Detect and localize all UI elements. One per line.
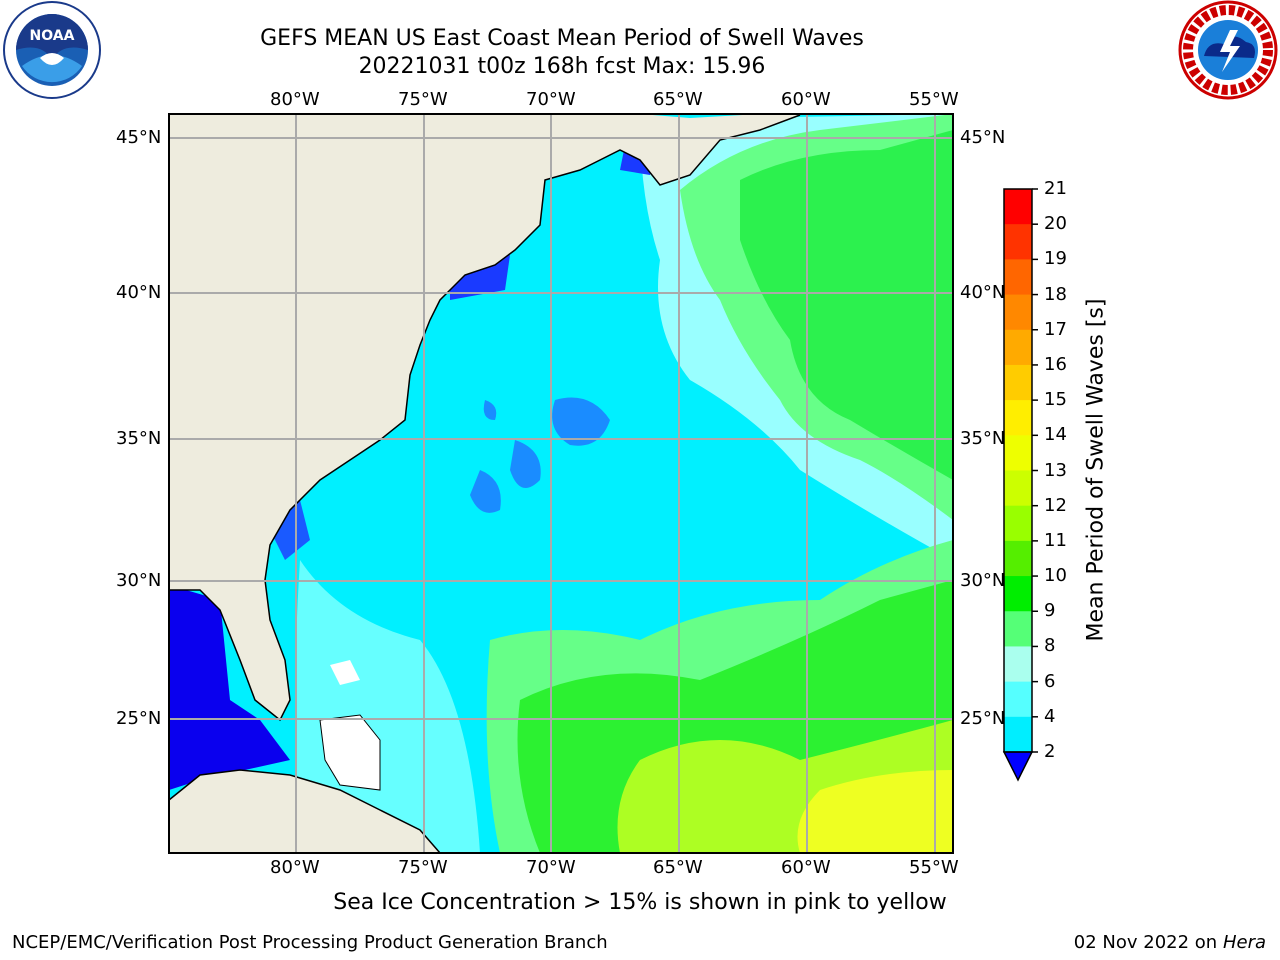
lat-label-left-45n: 45°N xyxy=(116,127,162,148)
colorbar-tick-label: 20 xyxy=(1044,213,1067,235)
sea-ice-note: Sea Ice Concentration > 15% is shown in … xyxy=(333,890,947,915)
colorbar-tick-label: 8 xyxy=(1044,635,1056,657)
colorbar-segment xyxy=(1004,681,1032,718)
colorbar-tick-label: 21 xyxy=(1044,178,1067,199)
colorbar-tick-label: 9 xyxy=(1044,600,1056,622)
lat-label-left-25n: 25°N xyxy=(116,708,162,729)
colorbar-tick-label: 13 xyxy=(1044,459,1067,481)
lat-label-left-35n: 35°N xyxy=(116,428,162,449)
lon-label-top-70w: 70°W xyxy=(526,89,576,110)
colorbar-segment xyxy=(1004,364,1032,401)
lon-label-top-60w: 60°W xyxy=(781,89,831,110)
lat-label-right-25n: 25°N xyxy=(960,708,1006,729)
colorbar-segment xyxy=(1004,259,1032,296)
date-stamp: 02 Nov 2022 on Hera xyxy=(1074,932,1266,953)
colorbar-tick-label: 17 xyxy=(1044,318,1067,340)
lon-label-top-65w: 65°W xyxy=(653,89,703,110)
lat-label-left-40n: 40°N xyxy=(116,282,162,303)
colorbar-tick-label: 15 xyxy=(1044,389,1067,411)
lon-label-top-75w: 75°W xyxy=(398,89,448,110)
lat-label-right-45n: 45°N xyxy=(960,127,1006,148)
colorbar-segment xyxy=(1004,716,1032,753)
colorbar-segment xyxy=(1004,505,1032,542)
colorbar-segment xyxy=(1004,576,1032,612)
colorbar-tick-label: 18 xyxy=(1044,283,1067,305)
colorbar-segment xyxy=(1004,611,1032,647)
colorbar-extend-triangle xyxy=(1002,751,1034,782)
colorbar-segment xyxy=(1004,646,1032,683)
colorbar-tick-label: 6 xyxy=(1044,670,1056,692)
colorbar-tick-label: 19 xyxy=(1044,248,1067,270)
host-name: Hera xyxy=(1222,932,1266,953)
colorbar-segment xyxy=(1004,540,1032,577)
lon-label-bottom-65w: 65°W xyxy=(653,857,703,878)
national-weather-service-logo xyxy=(1178,0,1278,100)
colorbar-tick-label: 11 xyxy=(1044,529,1067,551)
swell-period-field xyxy=(169,114,953,853)
lon-label-bottom-75w: 75°W xyxy=(398,857,448,878)
colorbar-tick-label: 4 xyxy=(1044,705,1056,727)
colorbar-segment xyxy=(1004,470,1032,507)
colorbar-segment xyxy=(1004,294,1032,331)
colorbar-segment xyxy=(1004,224,1032,260)
noaa-logo: NOAA xyxy=(3,1,101,99)
credit-line: NCEP/EMC/Verification Post Processing Pr… xyxy=(12,932,608,953)
lon-label-bottom-80w: 80°W xyxy=(270,857,320,878)
svg-text:NOAA: NOAA xyxy=(30,28,75,44)
lon-label-top-55w: 55°W xyxy=(909,89,959,110)
lat-label-left-30n: 30°N xyxy=(116,570,162,591)
lat-label-right-40n: 40°N xyxy=(960,282,1006,303)
colorbar-segment xyxy=(1004,329,1032,366)
colorbar-segment xyxy=(1004,189,1032,225)
colorbar-tick-label: 10 xyxy=(1044,565,1067,587)
colorbar xyxy=(1002,188,1038,782)
lat-label-right-35n: 35°N xyxy=(960,428,1006,449)
lon-label-top-80w: 80°W xyxy=(270,89,320,110)
colorbar-tick-label: 14 xyxy=(1044,424,1067,446)
colorbar-tick-label: 2 xyxy=(1044,741,1056,762)
colorbar-segment xyxy=(1004,400,1032,436)
lon-label-bottom-70w: 70°W xyxy=(526,857,576,878)
colorbar-label: Mean Period of Swell Waves [s] xyxy=(1083,298,1109,642)
colorbar-tick-label: 12 xyxy=(1044,494,1067,516)
colorbar-tick-label: 16 xyxy=(1044,353,1067,375)
chart-title: GEFS MEAN US East Coast Mean Period of S… xyxy=(260,26,864,51)
lat-label-right-30n: 30°N xyxy=(960,570,1006,591)
date-text: 02 Nov 2022 on xyxy=(1073,932,1218,953)
lon-label-bottom-55w: 55°W xyxy=(909,857,959,878)
chart-subtitle: 20221031 t00z 168h fcst Max: 15.96 xyxy=(358,54,766,79)
colorbar-segment xyxy=(1004,435,1032,471)
lon-label-bottom-60w: 60°W xyxy=(781,857,831,878)
